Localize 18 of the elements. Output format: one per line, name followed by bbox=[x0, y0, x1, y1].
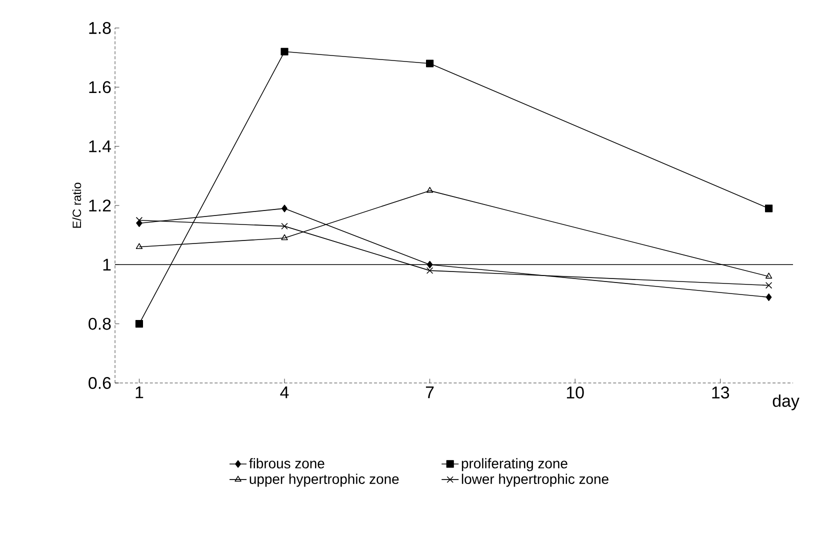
y-tick-label: 1.2 bbox=[89, 200, 111, 212]
x-axis-title: day bbox=[772, 394, 800, 410]
y-tick-label: 1.8 bbox=[89, 22, 111, 34]
y-tick-label: 0.8 bbox=[88, 318, 111, 330]
legend-label: fibrous zone bbox=[249, 458, 324, 468]
y-tick-label: 0.6 bbox=[88, 376, 111, 389]
legend-label: lower hypertrophic zone bbox=[462, 474, 608, 487]
legend-label: upper hypertrophic zone bbox=[250, 474, 399, 487]
y-axis-title: E/C ratio bbox=[72, 182, 82, 228]
y-tick-label: 1 bbox=[103, 258, 111, 270]
x-tick-label: 13 bbox=[712, 386, 730, 399]
y-tick-label: 1.4 bbox=[89, 140, 111, 152]
legend-label: proliferating zone bbox=[462, 458, 568, 472]
x-tick-label: 7 bbox=[426, 386, 434, 398]
y-tick-label: 1.6 bbox=[89, 81, 111, 94]
x-tick-label: 1 bbox=[136, 386, 144, 398]
x-tick-label: 4 bbox=[280, 386, 289, 398]
x-tick-label: 10 bbox=[566, 386, 584, 399]
